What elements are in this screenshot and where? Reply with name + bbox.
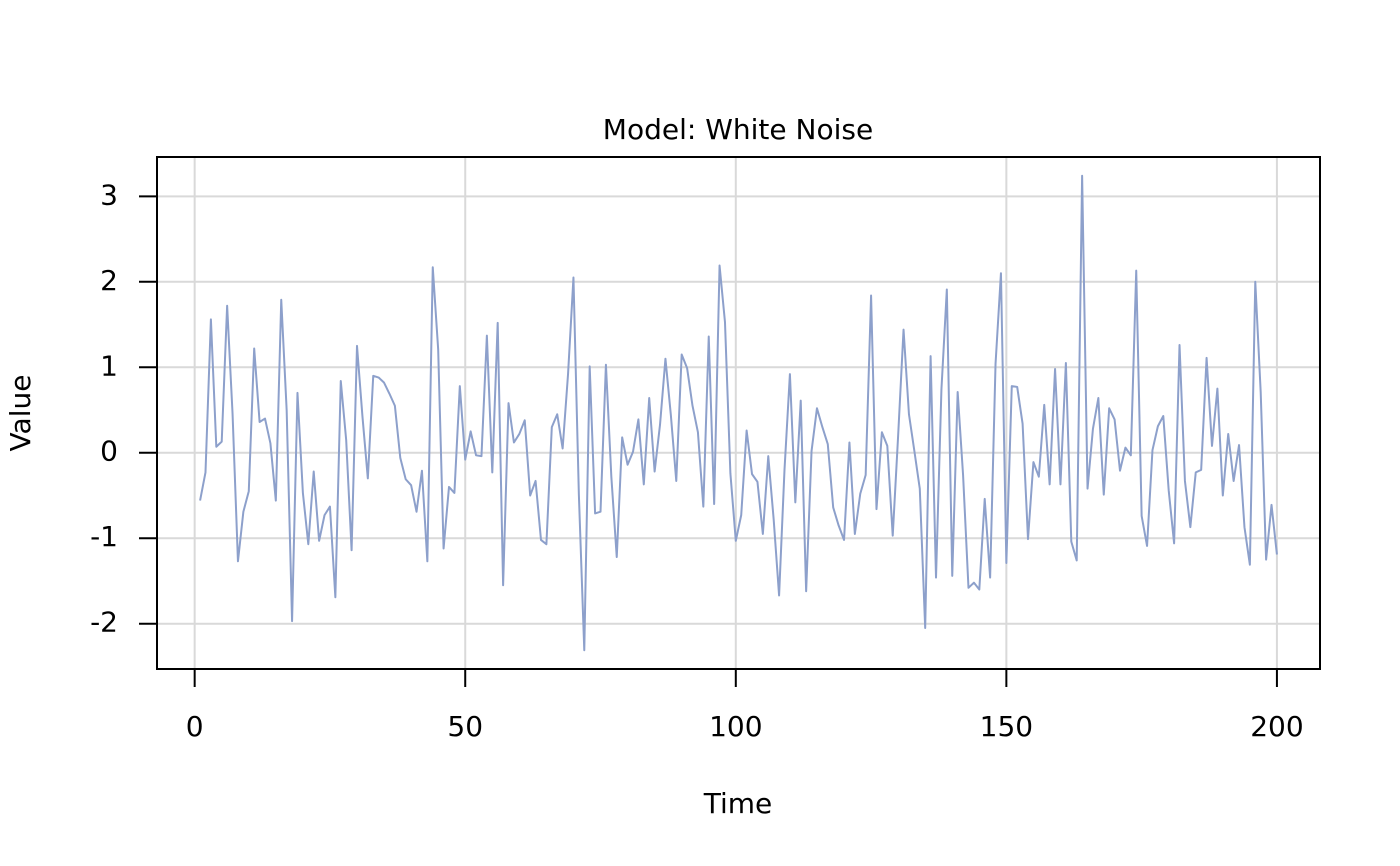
y-tick-label: -1 [90, 520, 118, 553]
plot-frame [156, 156, 1321, 670]
x-tick-label: 200 [1250, 710, 1303, 743]
x-tick-label: 100 [709, 710, 762, 743]
y-tick-label: 0 [100, 435, 118, 468]
y-axis-label: Value [4, 375, 37, 452]
chart-title: Model: White Noise [603, 113, 873, 146]
y-tick-label: 3 [100, 178, 118, 211]
x-axis-label: Time [703, 787, 773, 820]
x-tick-label: 50 [447, 710, 483, 743]
data-line [199, 174, 1278, 652]
y-tick-label: 1 [100, 349, 118, 382]
y-tick-label: 2 [100, 264, 118, 297]
y-tick-label: -2 [90, 606, 118, 639]
x-tick-label: 0 [186, 710, 204, 743]
x-tick-label: 150 [980, 710, 1033, 743]
